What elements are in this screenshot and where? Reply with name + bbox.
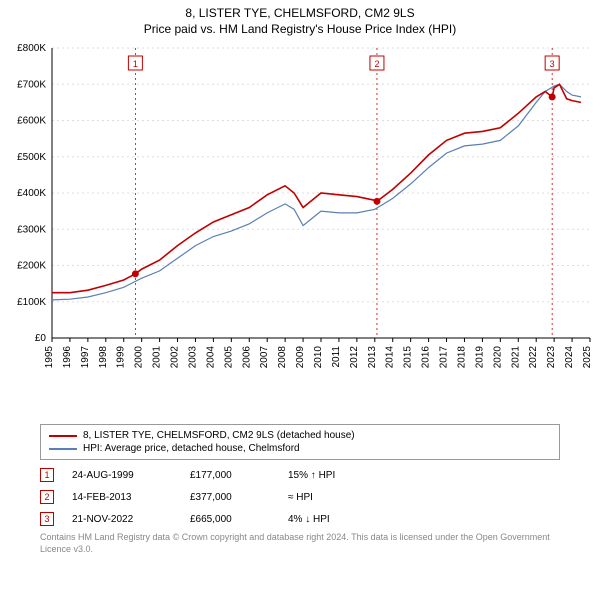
x-tick-label: 2025 [582, 346, 593, 369]
sale-row-marker: 2 [40, 490, 54, 504]
sale-marker-number: 3 [550, 59, 555, 69]
sales-table: 1 24-AUG-1999 £177,000 15% ↑ HPI 2 14-FEB-201… [40, 464, 560, 530]
sale-row-marker: 3 [40, 512, 54, 526]
x-tick-label: 2004 [205, 346, 216, 369]
sale-row-price: £377,000 [190, 492, 270, 503]
sale-row: 1 24-AUG-1999 £177,000 15% ↑ HPI [40, 464, 560, 486]
legend-swatch [49, 448, 77, 450]
y-tick-label: £800K [17, 43, 46, 54]
sale-row-delta: ≈ HPI [288, 492, 378, 503]
sale-dot [132, 270, 139, 277]
x-tick-label: 2014 [385, 346, 396, 369]
y-tick-label: £700K [17, 79, 46, 90]
x-tick-label: 2020 [492, 346, 503, 369]
x-tick-label: 1999 [116, 346, 127, 369]
x-tick-label: 2019 [474, 346, 485, 369]
legend-item: HPI: Average price, detached house, Chel… [49, 442, 551, 455]
sale-marker-number: 1 [133, 59, 138, 69]
x-tick-label: 2023 [546, 346, 557, 369]
x-tick-label: 2015 [403, 346, 414, 369]
sale-row-delta: 4% ↓ HPI [288, 514, 378, 525]
chart-title: 8, LISTER TYE, CHELMSFORD, CM2 9LS [0, 6, 600, 20]
chart-svg: £0 £100K £200K £300K £400K £500K £600K £700K £80… [0, 38, 600, 418]
x-tick-label: 2000 [134, 346, 145, 369]
y-tick-label: £500K [17, 152, 46, 163]
sale-dot [373, 198, 380, 205]
x-tick-label: 2017 [439, 346, 450, 369]
sale-row-date: 14-FEB-2013 [72, 492, 172, 503]
x-tick-label: 2013 [367, 346, 378, 369]
chart-subtitle: Price paid vs. HM Land Registry's House … [0, 22, 600, 36]
sale-row: 2 14-FEB-2013 £377,000 ≈ HPI [40, 486, 560, 508]
x-tick-label: 2007 [259, 346, 270, 369]
sale-marker-number: 2 [374, 59, 379, 69]
x-tick-label: 2018 [456, 346, 467, 369]
legend-item: 8, LISTER TYE, CHELMSFORD, CM2 9LS (deta… [49, 429, 551, 442]
x-tick-label: 2022 [528, 346, 539, 369]
x-tick-label: 2021 [510, 346, 521, 369]
x-tick-label: 2024 [564, 346, 575, 369]
x-tick-label: 2010 [313, 346, 324, 369]
sale-dot [549, 93, 556, 100]
legend-label: 8, LISTER TYE, CHELMSFORD, CM2 9LS (deta… [83, 430, 355, 441]
x-tick-label: 2006 [241, 346, 252, 369]
x-tick-label: 2005 [223, 346, 234, 369]
sale-row-delta: 15% ↑ HPI [288, 470, 378, 481]
sale-row-price: £665,000 [190, 514, 270, 525]
y-tick-label: £0 [35, 333, 47, 344]
sale-row-price: £177,000 [190, 470, 270, 481]
x-tick-label: 2012 [349, 346, 360, 369]
legend: 8, LISTER TYE, CHELMSFORD, CM2 9LS (deta… [40, 424, 560, 460]
y-tick-label: £400K [17, 188, 46, 199]
sale-row: 3 21-NOV-2022 £665,000 4% ↓ HPI [40, 508, 560, 530]
y-tick-label: £100K [17, 297, 46, 308]
legend-label: HPI: Average price, detached house, Chel… [83, 443, 300, 454]
x-tick-label: 2016 [421, 346, 432, 369]
y-tick-label: £200K [17, 261, 46, 272]
chart-area: £0 £100K £200K £300K £400K £500K £600K £700K £80… [0, 38, 600, 418]
x-tick-label: 2009 [295, 346, 306, 369]
sale-row-date: 21-NOV-2022 [72, 514, 172, 525]
sale-row-date: 24-AUG-1999 [72, 470, 172, 481]
x-tick-label: 2011 [331, 346, 342, 368]
x-tick-label: 1998 [98, 346, 109, 369]
x-tick-label: 1996 [62, 346, 73, 369]
x-tick-label: 1997 [80, 346, 91, 369]
y-tick-label: £600K [17, 116, 46, 127]
attribution: Contains HM Land Registry data © Crown c… [40, 532, 560, 555]
sale-row-marker: 1 [40, 468, 54, 482]
title-block: 8, LISTER TYE, CHELMSFORD, CM2 9LS Price… [0, 0, 600, 38]
x-tick-label: 2008 [277, 346, 288, 369]
legend-swatch [49, 435, 77, 437]
y-tick-label: £300K [17, 224, 46, 235]
x-tick-label: 2002 [170, 346, 181, 369]
x-tick-label: 2003 [187, 346, 198, 369]
x-tick-label: 2001 [152, 346, 163, 369]
x-tick-label: 1995 [44, 346, 55, 369]
